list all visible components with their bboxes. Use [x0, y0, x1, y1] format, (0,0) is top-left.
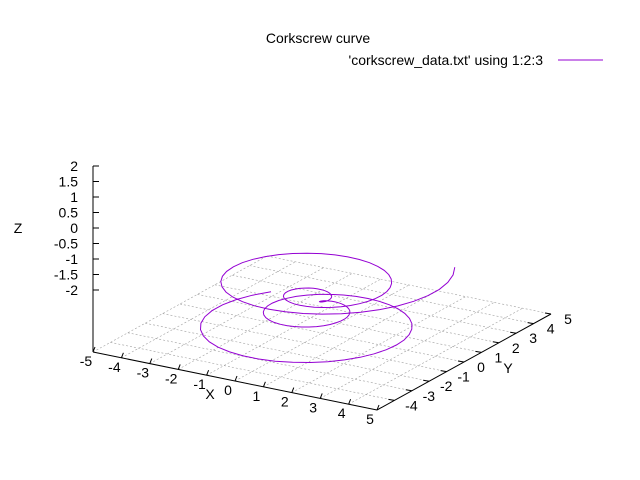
- y-tick-label: 4: [547, 321, 555, 337]
- x-tick-mark: [149, 358, 153, 364]
- z-tick-label: -2: [66, 282, 79, 298]
- z-tick-label: 1: [70, 189, 78, 205]
- z-tick-label: 1.5: [59, 174, 79, 190]
- x-tick-label: 3: [309, 399, 317, 415]
- x-tick-mark: [348, 399, 352, 405]
- x-tick-label: 0: [224, 382, 232, 398]
- y-tick-label: 3: [529, 330, 537, 346]
- grid-line-x: [92, 255, 268, 353]
- grid-line-x: [206, 278, 381, 376]
- y-tick-mark: [405, 389, 412, 392]
- y-tick-mark: [492, 341, 499, 344]
- x-tick-mark: [177, 364, 181, 370]
- x-tick-label: 5: [366, 411, 374, 427]
- y-tick-mark: [510, 331, 517, 334]
- grid-line-x: [121, 261, 296, 359]
- x-tick-label: -5: [80, 353, 93, 369]
- x-tick-label: -1: [193, 376, 206, 392]
- grid-line-x: [178, 273, 353, 370]
- x-tick-label: -2: [165, 370, 178, 386]
- x-tick-mark: [92, 346, 96, 353]
- y-tick-mark: [388, 398, 395, 401]
- y-tick-label: -4: [405, 397, 418, 413]
- y-tick-label: 2: [512, 340, 520, 356]
- grid-line-y: [214, 284, 499, 344]
- z-axis-label: Z: [14, 220, 23, 236]
- y-tick-label: 1: [495, 349, 503, 365]
- grid-line-y: [197, 294, 482, 353]
- y-tick-mark: [440, 370, 447, 373]
- z-tick-label: 0: [70, 220, 78, 236]
- y-tick-mark: [475, 350, 482, 353]
- y-tick-mark: [457, 360, 465, 363]
- z-axis-ticks: 21.510.50-0.5-1-1.5-2: [54, 158, 99, 298]
- grid-line-y: [110, 342, 395, 401]
- y-axis-label: Y: [503, 360, 513, 376]
- grid-line-y: [162, 313, 447, 372]
- x-axis-label: X: [205, 386, 215, 402]
- grid-line-x: [291, 296, 466, 393]
- x-tick-label: -4: [108, 359, 121, 375]
- chart-title: Corkscrew curve: [266, 30, 370, 46]
- z-tick-label: -1: [66, 251, 79, 267]
- y-tick-label: 5: [564, 311, 572, 327]
- x-tick-mark: [234, 375, 238, 382]
- grid-line-y: [232, 274, 517, 334]
- x-tick-mark: [291, 387, 295, 393]
- y-tick-label: -1: [457, 369, 470, 385]
- x-tick-label: 4: [338, 405, 346, 421]
- grid-line-y: [179, 303, 465, 363]
- grid-line-y: [145, 322, 430, 382]
- grid-line-y: [249, 265, 534, 324]
- x-tick-mark: [206, 370, 210, 376]
- x-tick-mark: [120, 352, 124, 358]
- y-tick-mark: [423, 379, 430, 382]
- z-tick-label: -1.5: [54, 267, 78, 283]
- series-line: [199, 252, 456, 364]
- z-tick-label: 2: [70, 158, 78, 174]
- legend-entry-label: 'corkscrew_data.txt' using 1:2:3: [349, 52, 544, 68]
- z-tick-label: -0.5: [54, 236, 78, 252]
- x-tick-label: 2: [281, 394, 289, 410]
- grid-line-x: [234, 284, 410, 382]
- x-tick-label: -3: [137, 365, 150, 381]
- grid-line-x: [263, 290, 438, 388]
- grid-line-y: [127, 332, 412, 392]
- x-axis-ticks: -5 -4 -3 -2 -1 0 1 2 3 4 5: [80, 346, 380, 427]
- x-tick-label: 1: [253, 388, 261, 404]
- z-tick-label: 0.5: [59, 205, 79, 221]
- grid-line-y: [266, 255, 552, 315]
- grid-line-x: [149, 267, 324, 364]
- x-tick-mark: [376, 404, 380, 411]
- y-tick-mark: [527, 322, 534, 325]
- x-tick-mark: [262, 381, 266, 387]
- base-grid: [92, 255, 552, 411]
- x-tick-mark: [319, 393, 323, 399]
- y-tick-label: -2: [440, 378, 453, 394]
- y-tick-mark: [544, 312, 552, 315]
- y-tick-label: -3: [423, 388, 436, 404]
- grid-line-x: [348, 307, 523, 405]
- y-tick-label: 0: [477, 359, 485, 375]
- grid-line-x: [320, 302, 495, 399]
